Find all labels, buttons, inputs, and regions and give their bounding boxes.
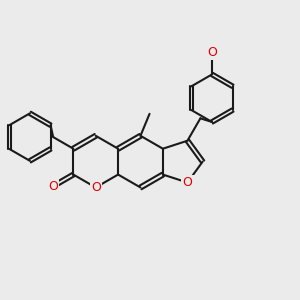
Text: O: O [207, 46, 217, 59]
Text: O: O [182, 176, 192, 189]
Text: O: O [48, 180, 58, 193]
Text: O: O [91, 181, 101, 194]
